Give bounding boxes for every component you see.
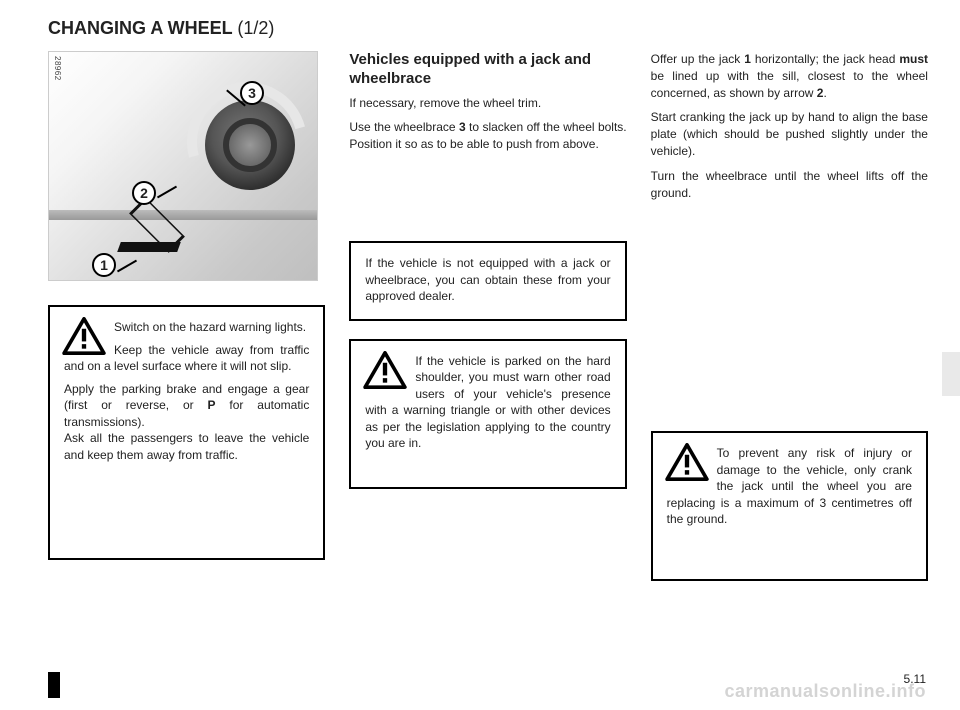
column-3: Offer up the jack 1 horizontally; the ja… (651, 51, 928, 599)
column-1: 28962 1 2 3 Switch on the hazard warn­in… (48, 51, 325, 599)
col3-p3: Turn the wheelbrace until the wheel lift… (651, 168, 928, 202)
title-suffix: (1/2) (237, 18, 274, 38)
watermark: carmanualsonline.info (724, 681, 926, 702)
warning-box-jack-height: To prevent any risk of injury or damage … (651, 431, 928, 581)
jack-shape (119, 202, 199, 252)
col3-p1: Offer up the jack 1 horizontally; the ja… (651, 51, 928, 101)
callout-1: 1 (92, 253, 116, 277)
col2-heading: Vehicles equipped with a jack and wheelb… (349, 51, 626, 89)
title-main: CHANGING A WHEEL (48, 18, 237, 38)
wheel-shape (205, 100, 295, 190)
note-dealer-text: If the vehicle is not equipped with a ja… (365, 255, 610, 305)
columns: 28962 1 2 3 Switch on the hazard warn­in… (48, 51, 928, 599)
col2-p2: Use the wheelbrace 3 to slacken off the … (349, 119, 626, 153)
col2-p1: If necessary, remove the wheel trim. (349, 95, 626, 112)
callout-3: 3 (240, 81, 264, 105)
footer-mark (48, 672, 60, 698)
manual-page: CHANGING A WHEEL (1/2) 28962 1 2 3 (0, 0, 960, 710)
page-title: CHANGING A WHEEL (1/2) (48, 18, 928, 39)
image-code: 28962 (53, 56, 62, 81)
column-2: Vehicles equipped with a jack and wheelb… (349, 51, 626, 599)
callout-2: 2 (132, 181, 156, 205)
warn1-p3: Apply the parking brake and engage a gea… (64, 381, 309, 464)
section-tab (942, 352, 960, 396)
col2-body: Vehicles equipped with a jack and wheelb… (349, 51, 626, 241)
warning-box-shoulder: If the vehicle is parked on the hard sho… (349, 339, 626, 489)
col3-body: Offer up the jack 1 horizontally; the ja… (651, 51, 928, 431)
note-box-dealer: If the vehicle is not equipped with a ja… (349, 241, 626, 321)
col3-p2: Start cranking the jack up by hand to al… (651, 109, 928, 159)
illustration-image: 28962 (48, 51, 318, 281)
illustration: 28962 1 2 3 (48, 51, 318, 281)
warning-box-safety: Switch on the hazard warn­ing lights. Ke… (48, 305, 325, 560)
